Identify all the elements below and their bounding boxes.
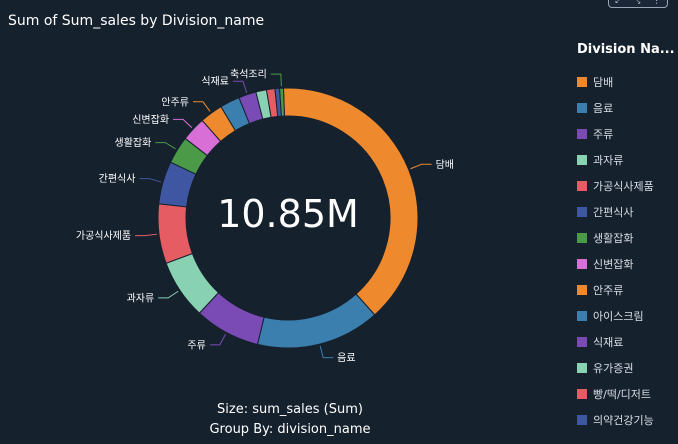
slice-leader-line [139,178,162,183]
legend-item[interactable]: 의약건강기능 [577,407,678,433]
slice-label: 안주류 [161,96,189,108]
slice-label: 생활잡화 [115,136,152,149]
donut-slice[interactable] [157,203,194,264]
legend-item[interactable]: 안주류 [577,277,678,303]
legend-swatch [577,103,587,113]
slice-label: 축석조리 [230,69,267,81]
legend-label: 식재료 [593,336,624,349]
legend-label: 신변잡화 [593,258,634,271]
legend-label: 주류 [593,128,614,141]
legend-swatch [577,337,587,347]
slice-label: 담배 [436,159,454,171]
legend-swatch [577,389,587,399]
chart-title: Sum of Sum_sales by Division_name [8,13,265,29]
legend-swatch [577,155,587,165]
legend-label: 안주류 [593,284,624,297]
slice-label: 간편식사 [99,173,136,185]
slice-leader-line [319,345,334,359]
legend-item[interactable]: 유가증권 [577,355,678,381]
legend-swatch [577,77,587,87]
more-icon[interactable]: ⋮ [652,0,661,5]
legend-label: 음료 [593,102,614,115]
legend-label: 가공식사제품 [593,180,654,193]
legend-label: 생활잡화 [593,232,634,245]
legend-swatch [577,415,587,425]
legend-label: 담배 [593,76,614,89]
legend-label: 간편식사 [593,206,634,219]
legend-item[interactable]: 간편식사 [577,199,678,225]
slice-label: 가공식사제품 [76,230,131,242]
donut-slice[interactable] [256,293,376,349]
legend-item[interactable]: 빵/떡/디저트 [577,381,678,407]
legend-item[interactable]: 식재료 [577,329,678,355]
legend-item[interactable]: 신변잡화 [577,251,678,277]
legend-label: 아이스크림 [593,310,644,323]
slice-leader-line [155,142,176,150]
slice-leader-line [232,80,248,93]
footer-group-label: Group By: division_name [209,422,371,437]
legend-label: 의약건강기능 [593,414,654,427]
legend-swatch [577,285,587,295]
legend-item[interactable]: 생활잡화 [577,225,678,251]
slice-leader-line [158,290,179,299]
slice-leader-line [410,163,432,170]
slice-label: 식재료 [201,76,229,88]
slice-leader-line [173,118,193,128]
legend-swatch [577,363,587,373]
legend-swatch [577,233,587,243]
legend-swatch [577,207,587,217]
slice-leader-line [209,334,226,346]
donut-slice[interactable] [279,87,285,117]
legend-label: 과자류 [593,154,624,167]
legend-swatch [577,259,587,269]
slice-leader-line [135,233,158,237]
legend-item[interactable]: 아이스크림 [577,303,678,329]
legend-swatch [577,311,587,321]
slice-leader-line [192,101,211,112]
legend-item[interactable]: 음료 [577,95,678,121]
legend-label: 빵/떡/디저트 [593,388,652,401]
expand-icon[interactable]: ⤢ [615,0,622,5]
legend-swatch [577,129,587,139]
footer-size-label: Size: sum_sales (Sum) [217,402,363,417]
slice-label: 신변잡화 [132,114,169,126]
legend-item[interactable]: 과자류 [577,147,678,173]
legend-item[interactable]: 주류 [577,121,678,147]
slice-label: 음료 [337,352,355,364]
slice-leader-line [270,73,282,87]
legend-item[interactable]: 가공식사제품 [577,173,678,199]
collapse-icon[interactable]: ⤡ [633,0,641,5]
slice-label: 과자류 [127,292,155,304]
slice-label: 주류 [187,339,205,351]
legend-swatch [577,181,587,191]
visual-toolbar: ⤢ ⤡ ⋮ [608,0,668,8]
total-value: 10.85M [217,192,359,236]
legend-item[interactable]: 담배 [577,69,678,95]
legend-label: 유가증권 [593,362,634,375]
legend-title: Division Na... [577,42,675,57]
